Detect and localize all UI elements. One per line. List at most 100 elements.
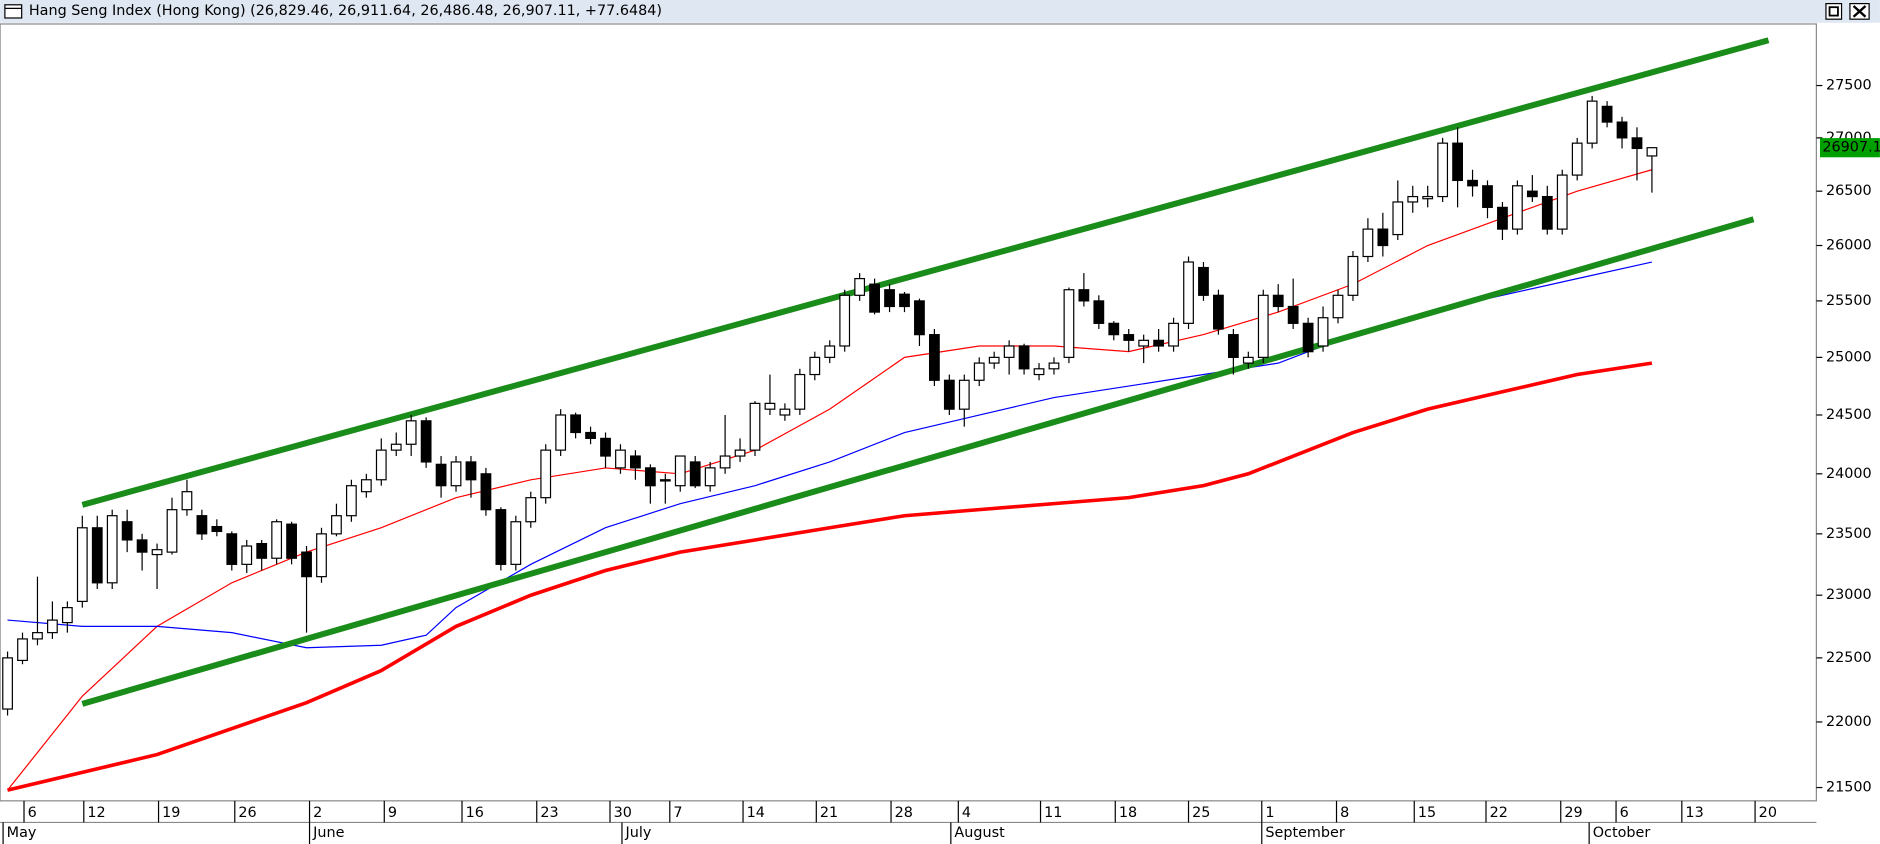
maximize-button[interactable] bbox=[1825, 2, 1843, 20]
candle-body bbox=[1631, 137, 1643, 150]
x-tick-label: 16 bbox=[466, 805, 484, 821]
close-button[interactable] bbox=[1849, 2, 1870, 20]
candle-body bbox=[630, 455, 641, 469]
candle-body bbox=[884, 289, 895, 308]
candle-body bbox=[1242, 356, 1254, 364]
candle-body bbox=[809, 356, 821, 376]
month-label: July bbox=[625, 825, 652, 841]
candle-body bbox=[226, 533, 238, 565]
candle-body bbox=[899, 293, 910, 308]
candle-body bbox=[1601, 105, 1613, 123]
candle-body bbox=[166, 509, 178, 553]
x-tick-label: 29 bbox=[1564, 805, 1582, 821]
last-price-box bbox=[1819, 138, 1880, 158]
candle-body bbox=[600, 437, 611, 457]
candle-body bbox=[1317, 317, 1329, 347]
window-icon bbox=[4, 4, 23, 19]
candle-body bbox=[2, 657, 13, 710]
candle-body bbox=[1362, 228, 1374, 258]
candle-body bbox=[47, 619, 58, 634]
x-tick-label: 26 bbox=[238, 805, 256, 821]
x-tick-label: 1 bbox=[1265, 805, 1274, 821]
y-tick-label: 25000 bbox=[1826, 349, 1872, 365]
x-tick-label: 7 bbox=[673, 805, 682, 821]
candle-body bbox=[360, 479, 372, 493]
candle-body bbox=[390, 443, 402, 451]
candle-body bbox=[1138, 339, 1150, 347]
plot-area bbox=[0, 23, 1817, 802]
x-tick-label: 11 bbox=[1044, 805, 1062, 821]
title-bar bbox=[0, 0, 1880, 23]
candle-body bbox=[1332, 294, 1344, 319]
line-series bbox=[7, 169, 1653, 791]
y-tick-label: 27500 bbox=[1826, 78, 1872, 94]
candle-body bbox=[420, 420, 432, 463]
candle-body bbox=[644, 467, 656, 487]
candle-body bbox=[869, 283, 880, 313]
candle-body bbox=[316, 533, 327, 578]
candle-body bbox=[136, 539, 148, 553]
candle-body bbox=[1183, 261, 1194, 324]
candle-body bbox=[1227, 334, 1239, 358]
candle-body bbox=[181, 491, 193, 511]
candle-body bbox=[928, 334, 940, 381]
candle-body bbox=[76, 527, 88, 602]
y-tick-label: 22000 bbox=[1826, 714, 1872, 730]
candle-body bbox=[525, 497, 537, 523]
candle-body bbox=[779, 408, 791, 416]
candle-body bbox=[510, 521, 522, 565]
x-tick-label: 14 bbox=[747, 805, 765, 821]
candle-body bbox=[1033, 368, 1045, 376]
candle-body bbox=[585, 431, 596, 439]
candle-body bbox=[480, 473, 492, 511]
candle-body bbox=[1213, 294, 1224, 330]
x-tick-label: 20 bbox=[1759, 805, 1777, 821]
candle-body bbox=[196, 515, 208, 535]
candle-body bbox=[854, 278, 866, 296]
candle-body bbox=[734, 449, 746, 457]
y-tick-label: 22500 bbox=[1826, 650, 1872, 666]
candle-body bbox=[286, 523, 297, 559]
candle-body bbox=[1302, 322, 1314, 353]
x-tick-label: 13 bbox=[1685, 805, 1703, 821]
month-label: October bbox=[1593, 825, 1651, 841]
candle-body bbox=[211, 525, 223, 533]
candle-body bbox=[958, 379, 970, 410]
y-tick-label: 26000 bbox=[1826, 238, 1872, 254]
candle-body bbox=[32, 632, 43, 640]
candle-body bbox=[1616, 121, 1628, 139]
y-tick-label: 23000 bbox=[1826, 587, 1872, 603]
candle-body bbox=[121, 521, 133, 541]
y-tick-label: 24000 bbox=[1826, 466, 1872, 482]
candle-body bbox=[1272, 294, 1284, 308]
candle-body bbox=[1347, 255, 1359, 296]
candle-body bbox=[764, 402, 776, 410]
candle-body bbox=[659, 479, 671, 482]
candle-body bbox=[794, 373, 806, 410]
x-tick-label: 21 bbox=[820, 805, 838, 821]
candle-body bbox=[1452, 142, 1463, 182]
month-label: June bbox=[312, 825, 344, 841]
candle-body bbox=[943, 379, 955, 410]
x-tick-label: 25 bbox=[1192, 805, 1210, 821]
candle-body bbox=[1392, 201, 1404, 236]
x-tick-label: 9 bbox=[388, 805, 397, 821]
candle-body bbox=[465, 461, 477, 481]
candle-body bbox=[1048, 362, 1060, 370]
candle-body bbox=[540, 449, 552, 499]
candle-body bbox=[914, 300, 925, 336]
candle-body bbox=[1198, 266, 1209, 296]
candle-body bbox=[1257, 294, 1269, 358]
month-label: May bbox=[7, 825, 37, 841]
candle-body bbox=[331, 515, 342, 535]
candle-body bbox=[271, 521, 283, 559]
candle-body bbox=[1526, 190, 1538, 198]
candle-body bbox=[1646, 147, 1658, 157]
last-price-label: 26907.11 bbox=[1822, 140, 1880, 156]
candle-body bbox=[1287, 305, 1299, 324]
y-tick-label: 25500 bbox=[1826, 293, 1872, 309]
candle-body bbox=[345, 485, 357, 517]
candle-body bbox=[1078, 289, 1090, 302]
